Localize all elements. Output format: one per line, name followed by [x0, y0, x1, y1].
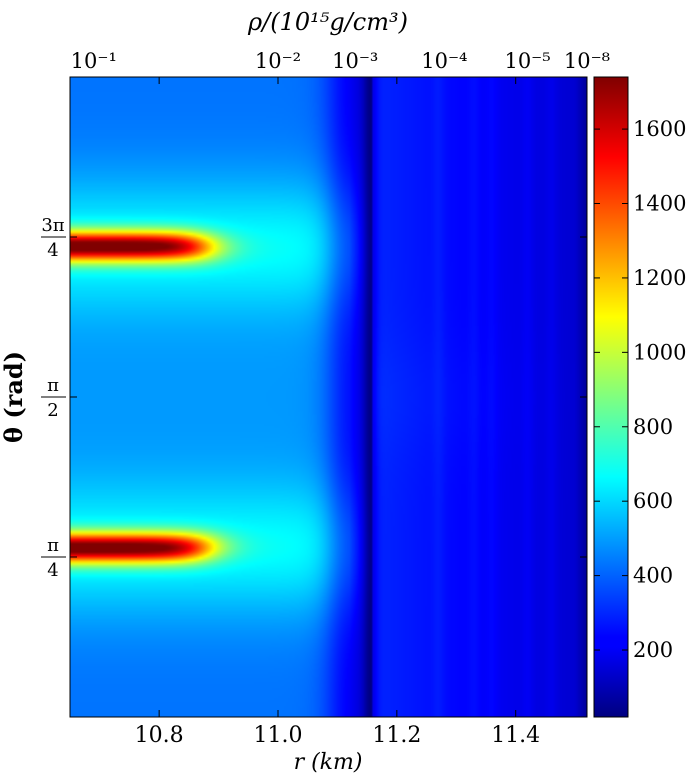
- x-axis: 10.8 11.0 11.2 11.4: [135, 77, 540, 748]
- x-tick-label: 11.0: [253, 723, 302, 748]
- colorbar-tick-label: 800: [633, 415, 673, 439]
- colorbar-tick-label: 1400: [633, 192, 686, 216]
- top-tick-label: 10⁻⁴: [421, 49, 467, 73]
- x-axis-label: r (km): [294, 750, 363, 775]
- top-tick-label: 10⁻³: [332, 49, 378, 73]
- colorbar-tick-label: 1000: [633, 340, 686, 364]
- y-tick-denominator: 4: [47, 240, 58, 261]
- y-tick-denominator: 2: [47, 400, 58, 421]
- top-tick-label: 10⁻⁸: [564, 49, 610, 73]
- x-tick-label: 10.8: [135, 723, 184, 748]
- x-tick-label: 11.4: [491, 723, 540, 748]
- y-tick-numerator: π: [47, 375, 59, 396]
- y-axis-label: θ (rad): [0, 351, 28, 443]
- top-tick-label: 10⁻⁵: [504, 49, 550, 73]
- colorbar-gradient: [593, 76, 629, 718]
- top-tick-label: 10⁻¹: [71, 49, 117, 73]
- y-tick-denominator: 4: [47, 560, 58, 581]
- colorbar-ticks: 200 400 600 800 1000 1200 1400 1600: [594, 117, 686, 662]
- colorbar-tick-label: 400: [633, 564, 673, 588]
- colorbar-tick-label: 200: [633, 638, 673, 662]
- y-tick-numerator: π: [47, 535, 59, 556]
- y-axis: π 4 π 2 3π 4: [41, 215, 587, 581]
- top-tick-label: 10⁻²: [255, 49, 301, 73]
- colorbar: 200 400 600 800 1000 1200 1400 1600: [593, 76, 686, 718]
- top-axis: 10⁻¹ 10⁻² 10⁻³ 10⁻⁴ 10⁻⁵ 10⁻⁸: [71, 49, 610, 73]
- top-axis-label: ρ/(10¹⁵g/cm³): [247, 8, 408, 36]
- heatmap: [70, 77, 587, 717]
- x-tick-label: 11.2: [372, 723, 421, 748]
- y-tick-numerator: 3π: [41, 215, 64, 236]
- colorbar-tick-label: 600: [633, 489, 673, 513]
- colorbar-tick-label: 1200: [633, 266, 686, 290]
- colorbar-tick-label: 1600: [633, 117, 686, 141]
- heatmap-image: [70, 77, 587, 717]
